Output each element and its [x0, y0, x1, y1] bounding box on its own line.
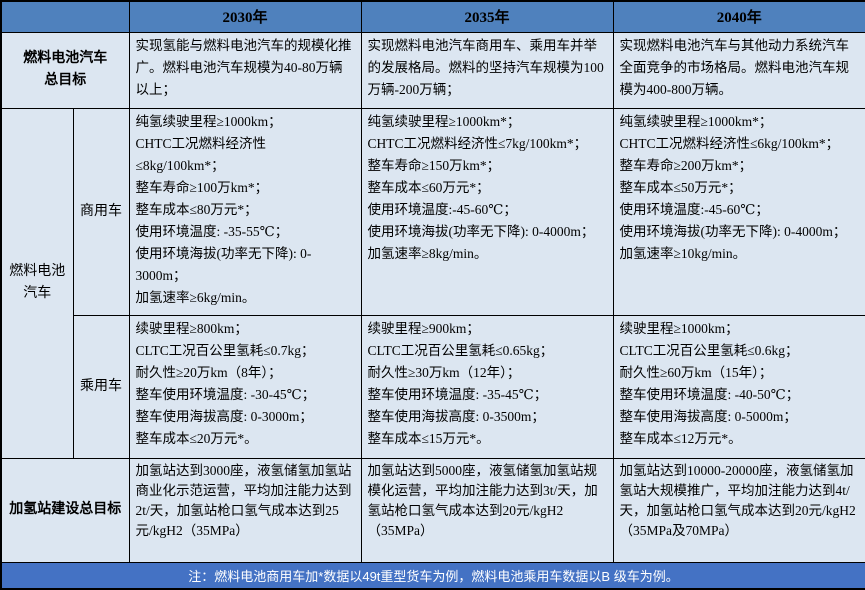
station-2035-cell: 加氢站达到5000座，液氢储氢加氢站规模化运营，平均加注能力达到3t/天，加氢站… [360, 457, 614, 563]
row-station-goal: 加氢站建设总目标 加氢站达到3000座，液氢储氢加氢站商业化示范运营，平均加注能… [0, 457, 865, 563]
column-header-2035: 2035年 [360, 0, 614, 33]
corner-cell [0, 0, 130, 33]
column-header-2030: 2030年 [128, 0, 362, 33]
total-goal-2035-cell: 实现燃料电池汽车商用车、乘用车并举的发展格局。燃料的坚持汽车规模为100万辆-2… [360, 31, 614, 109]
passenger-2035-cell: 续驶里程≥900km； CLTC工况百公里氢耗≤0.65kg； 耐久性≥30万k… [360, 314, 614, 459]
total-goal-2040-cell: 实现燃料电池汽车与其他动力系统汽车全面竞争的市场格局。燃料电池汽车规模为400-… [612, 31, 865, 109]
commercial-2030-cell: 纯氢续驶里程≥1000km； CHTC工况燃料经济性≤8kg/100km*； 整… [128, 107, 362, 316]
header-row: 2030年 2035年 2040年 [0, 0, 865, 33]
passenger-2030-cell: 续驶里程≥800km； CLTC工况百公里氢耗≤0.7kg； 耐久性≥20万km… [128, 314, 362, 459]
station-2030-cell: 加氢站达到3000座，液氢储氢加氢站商业化示范运营，平均加注能力达到2t/天，加… [128, 457, 362, 563]
row-total-goal: 燃料电池汽车 总目标 实现氢能与燃料电池汽车的规模化推广。燃料电池汽车规模为40… [0, 31, 865, 109]
row-passenger-vehicle: 乘用车 续驶里程≥800km； CLTC工况百公里氢耗≤0.7kg； 耐久性≥2… [1, 314, 865, 459]
total-goal-2030-cell: 实现氢能与燃料电池汽车的规模化推广。燃料电池汽车规模为40-80万辆以上； [128, 31, 362, 109]
commercial-2040-cell: 纯氢续驶里程≥1000km*； CHTC工况燃料经济性≤6kg/100km*； … [612, 107, 865, 316]
row-label-passenger: 乘用车 [72, 314, 130, 459]
note-row: 注：燃料电池商用车加*数据以49t重型货车为例，燃料电池乘用车数据以B 级车为例… [0, 561, 865, 590]
row-label-total-goal: 燃料电池汽车 总目标 [0, 31, 130, 109]
row-label-fcv: 燃料电池 汽车 [0, 107, 74, 459]
passenger-2040-cell: 续驶里程≥1000km； CLTC工况百公里氢耗≤0.6kg； 耐久性≥60万k… [612, 314, 865, 459]
commercial-2035-cell: 纯氢续驶里程≥1000km*； CHTC工况燃料经济性≤7kg/100km*； … [360, 107, 614, 316]
column-header-2040: 2040年 [612, 0, 865, 33]
row-label-commercial: 商用车 [72, 107, 130, 316]
row-label-station-goal: 加氢站建设总目标 [0, 457, 130, 563]
footnote: 注：燃料电池商用车加*数据以49t重型货车为例，燃料电池乘用车数据以B 级车为例… [0, 561, 865, 590]
station-2040-cell: 加氢站达到10000-20000座，液氢储氢加氢站大规模推广，平均加注能力达到4… [612, 457, 865, 563]
row-commercial-vehicle: 燃料电池 汽车 商用车 纯氢续驶里程≥1000km； CHTC工况燃料经济性≤8… [0, 107, 865, 459]
